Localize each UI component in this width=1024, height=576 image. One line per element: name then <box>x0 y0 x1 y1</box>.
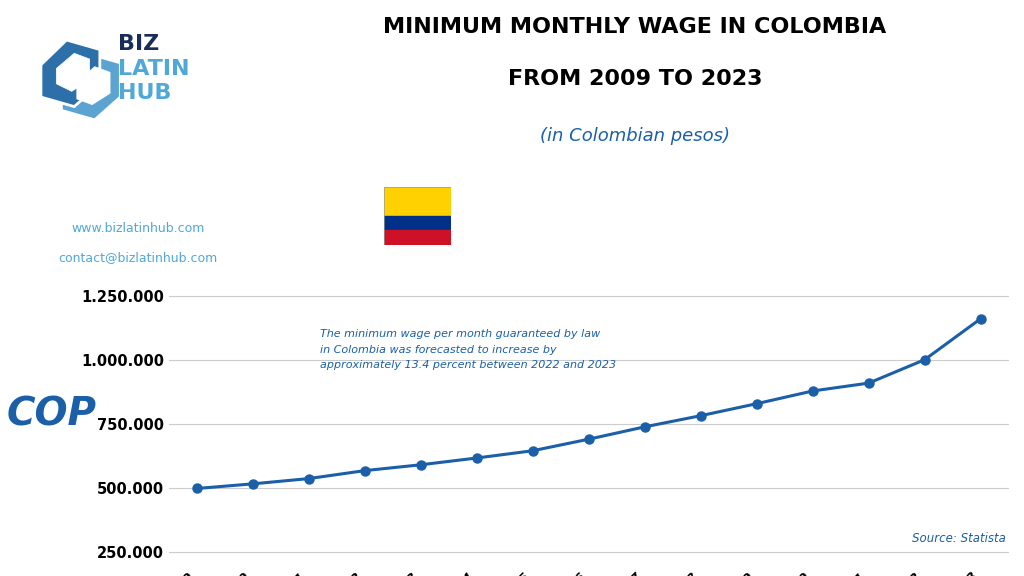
Polygon shape <box>56 54 90 92</box>
Polygon shape <box>61 54 121 120</box>
Text: contact@bizlatinhub.com: contact@bizlatinhub.com <box>58 251 218 264</box>
Bar <box>384 230 451 245</box>
Text: (in Colombian pesos): (in Colombian pesos) <box>540 127 730 145</box>
Text: Source: Statista: Source: Statista <box>912 532 1006 545</box>
Text: COP: COP <box>6 396 96 434</box>
Polygon shape <box>41 40 100 107</box>
Text: HUB: HUB <box>118 84 171 103</box>
Text: FROM 2009 TO 2023: FROM 2009 TO 2023 <box>508 69 762 89</box>
Text: www.bizlatinhub.com: www.bizlatinhub.com <box>72 222 205 235</box>
Bar <box>384 187 451 216</box>
Bar <box>384 216 451 230</box>
Text: LATIN: LATIN <box>118 59 189 78</box>
Text: MINIMUM MONTHLY WAGE IN COLOMBIA: MINIMUM MONTHLY WAGE IN COLOMBIA <box>383 17 887 37</box>
Text: The minimum wage per month guaranteed by law
in Colombia was forecasted to incre: The minimum wage per month guaranteed by… <box>321 329 616 370</box>
Polygon shape <box>77 67 111 105</box>
Text: BIZ: BIZ <box>118 34 159 54</box>
